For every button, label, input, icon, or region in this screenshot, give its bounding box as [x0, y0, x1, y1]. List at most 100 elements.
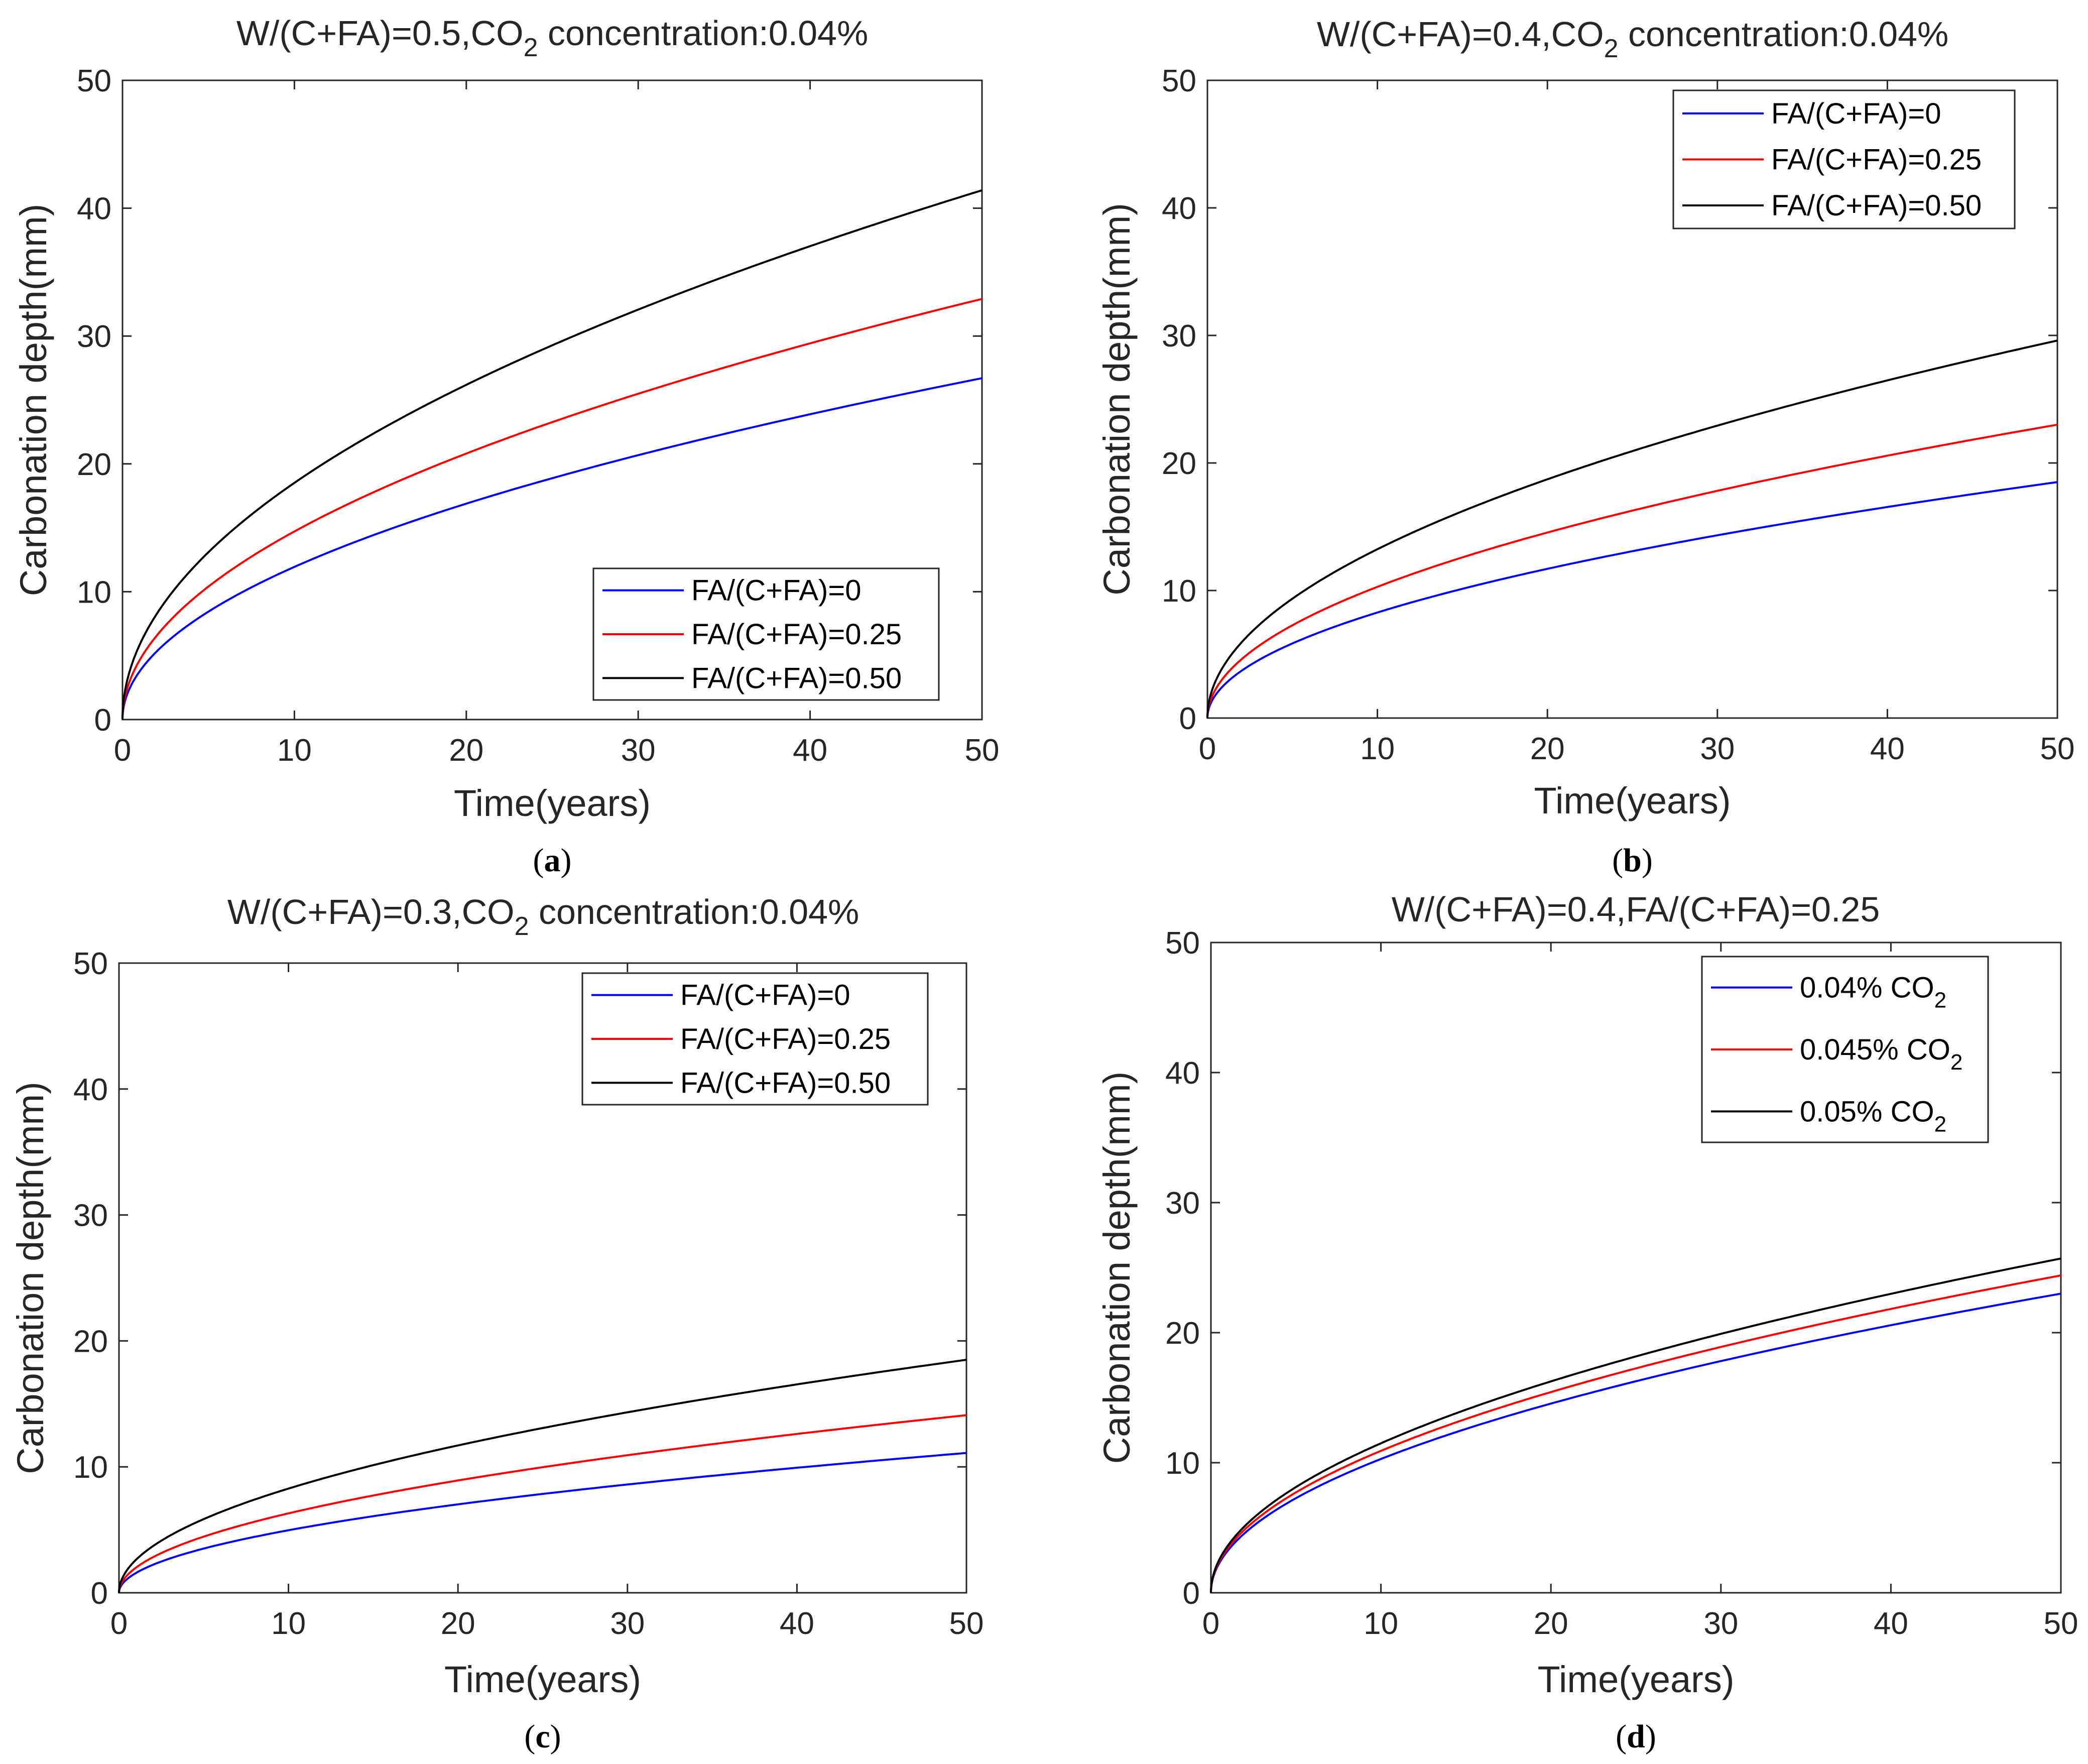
- x-tick-label: 40: [1874, 1606, 1908, 1641]
- series-line-3: [118, 1359, 967, 1593]
- y-tick-label: 20: [77, 447, 111, 482]
- caption-close: ): [1642, 842, 1653, 879]
- legend-entry: FA/(C+FA)=0.25: [691, 618, 902, 651]
- legend-entry: FA/(C+FA)=0: [691, 574, 861, 607]
- chart-title-suffix: concentration:0.04%: [1619, 15, 1949, 54]
- x-axis-label: Time(years): [1534, 780, 1731, 821]
- y-tick-label: 30: [1162, 319, 1196, 354]
- panel-caption: (a): [533, 842, 572, 879]
- series-line-2: [1206, 423, 2058, 718]
- x-tick-label: 30: [610, 1606, 645, 1641]
- series-line-1: [118, 1452, 967, 1593]
- x-tick-label: 0: [1199, 732, 1216, 766]
- y-tick-label: 40: [73, 1073, 108, 1107]
- chart-title-suffix: concentration:0.04%: [538, 14, 869, 53]
- x-tick-label: 50: [2044, 1606, 2078, 1641]
- y-tick-label: 0: [94, 703, 111, 738]
- chart-title: W/(C+FA)=0.5,CO2 concentration:0.04%: [236, 14, 868, 62]
- series-line-1: [1206, 481, 2058, 718]
- legend-entry-label: FA/(C+FA)=0.50: [691, 662, 902, 694]
- y-tick-label: 30: [1165, 1186, 1200, 1221]
- legend: FA/(C+FA)=0 FA/(C+FA)=0.25 FA/(C+FA)=0.50: [1672, 89, 2016, 229]
- legend-entry-label: FA/(C+FA)=0.50: [1771, 189, 1982, 222]
- legend-entry-subscript: 2: [1950, 1050, 1962, 1075]
- series-line-2: [121, 298, 982, 720]
- caption-close: ): [1645, 1718, 1656, 1755]
- y-tick-label: 50: [77, 64, 111, 98]
- y-axis-label: Carbonation depth(mm): [13, 204, 54, 596]
- x-tick-label: 10: [1360, 732, 1395, 766]
- legend-entry-label: FA/(C+FA)=0.25: [680, 1023, 891, 1055]
- y-tick-label: 0: [1183, 1576, 1200, 1611]
- y-tick-label: 0: [91, 1576, 108, 1611]
- legend: FA/(C+FA)=0 FA/(C+FA)=0.25 FA/(C+FA)=0.50: [592, 567, 940, 701]
- legend-entry: FA/(C+FA)=0.50: [680, 1067, 891, 1099]
- chart-panel-a: W/(C+FA)=0.5,CO2 concentration:0.04% 0 10 2…: [13, 14, 999, 879]
- legend-entry-label: FA/(C+FA)=0.25: [1771, 144, 1982, 176]
- y-tick-label: 50: [1162, 64, 1196, 98]
- chart-panel-b: W/(C+FA)=0.4,CO2 concentration:0.04% 0 10 2…: [1096, 15, 2074, 879]
- y-tick-label: 40: [1165, 1056, 1200, 1091]
- legend-entry: 0.04% CO2: [1800, 972, 1946, 1013]
- chart-title-subscript: 2: [515, 912, 529, 941]
- legend-entry: FA/(C+FA)=0.50: [1771, 189, 1982, 222]
- caption-open: (: [1612, 842, 1623, 879]
- y-tick-label: 50: [73, 947, 108, 981]
- chart-title-text: W/(C+FA)=0.3,CO: [227, 892, 515, 931]
- chart-title-suffix: concentration:0.04%: [529, 892, 859, 931]
- legend-entry-label: FA/(C+FA)=0.25: [691, 618, 902, 651]
- legend-entry-label: 0.05% CO: [1800, 1095, 1934, 1128]
- series-line-3: [1210, 1257, 2061, 1593]
- legend: FA/(C+FA)=0 FA/(C+FA)=0.25 FA/(C+FA)=0.50: [581, 972, 929, 1106]
- x-tick-label: 50: [965, 733, 1000, 768]
- x-tick-label: 20: [1530, 732, 1565, 766]
- legend-entry-subscript: 2: [1934, 988, 1946, 1013]
- y-tick-label: 20: [1165, 1316, 1200, 1351]
- series-line-3: [1206, 339, 2058, 718]
- legend-entry: FA/(C+FA)=0.50: [691, 662, 902, 694]
- legend-entry-label: FA/(C+FA)=0: [680, 979, 850, 1012]
- legend-entry-label: FA/(C+FA)=0: [1771, 97, 1941, 130]
- chart-panel-d: W/(C+FA)=0.4,FA/(C+FA)=0.25 0 10 20 30 40 50 0 1…: [1096, 890, 2078, 1755]
- x-tick-label: 0: [114, 733, 131, 768]
- legend-entry: FA/(C+FA)=0.25: [680, 1023, 891, 1055]
- legend-entry: 0.045% CO2: [1800, 1033, 1962, 1075]
- y-tick-label: 40: [77, 192, 111, 226]
- series-line-2: [118, 1414, 967, 1593]
- caption-letter: b: [1623, 842, 1642, 879]
- x-axis-label: Time(years): [454, 782, 651, 824]
- y-tick-label: 30: [73, 1199, 108, 1233]
- y-tick-label: 10: [1165, 1446, 1200, 1481]
- x-tick-label: 40: [793, 733, 827, 768]
- x-tick-label: 20: [449, 733, 483, 768]
- x-tick-label: 10: [277, 733, 312, 768]
- x-tick-label: 10: [1364, 1606, 1398, 1641]
- caption-open: (: [1616, 1718, 1627, 1755]
- series-line-3: [121, 189, 982, 720]
- y-axis-label: Carbonation depth(mm): [1096, 1072, 1138, 1464]
- caption-close: ): [561, 842, 572, 879]
- chart-title-text: W/(C+FA)=0.4,FA/(C+FA)=0.25: [1392, 890, 1880, 929]
- x-tick-label: 20: [1534, 1606, 1568, 1641]
- y-tick-label: 30: [77, 319, 111, 354]
- caption-letter: c: [535, 1718, 550, 1755]
- chart-panel-c: W/(C+FA)=0.3,CO2 concentration:0.04% 0 10 2…: [10, 892, 984, 1755]
- x-tick-label: 20: [441, 1606, 475, 1641]
- y-axis-label: Carbonation depth(mm): [1096, 203, 1138, 595]
- legend-entry-label: FA/(C+FA)=0: [691, 574, 861, 607]
- series-line-1: [121, 377, 982, 720]
- y-tick-label: 10: [77, 575, 111, 610]
- series-line-1: [1210, 1292, 2061, 1593]
- y-tick-label: 0: [1179, 701, 1196, 736]
- chart-title-text: W/(C+FA)=0.4,CO: [1317, 15, 1604, 54]
- caption-close: ): [550, 1718, 561, 1755]
- x-tick-label: 30: [621, 733, 656, 768]
- y-tick-label: 40: [1162, 191, 1196, 226]
- x-axis-label: Time(years): [1538, 1659, 1735, 1700]
- caption-open: (: [533, 842, 544, 879]
- panel-caption: (d): [1616, 1718, 1656, 1755]
- y-tick-label: 50: [1165, 926, 1200, 961]
- x-tick-label: 10: [271, 1606, 306, 1641]
- chart-title: W/(C+FA)=0.4,FA/(C+FA)=0.25: [1392, 890, 1880, 929]
